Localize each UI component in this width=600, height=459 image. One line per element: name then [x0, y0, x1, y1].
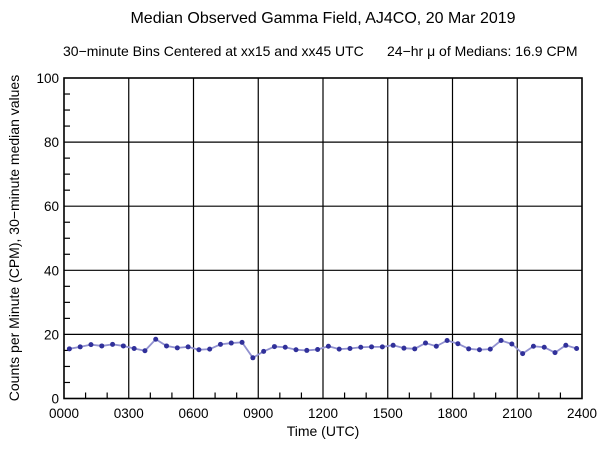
- x-tick-label: 0900: [243, 406, 273, 421]
- data-point: [369, 344, 375, 350]
- data-point: [282, 344, 288, 350]
- data-point: [196, 347, 202, 353]
- x-tick-label: 0300: [114, 406, 144, 421]
- data-point: [423, 340, 429, 346]
- data-point: [530, 343, 536, 349]
- data-point: [487, 346, 493, 352]
- data-point: [99, 343, 105, 349]
- y-tick-label: 80: [44, 135, 59, 150]
- x-tick-label: 1500: [373, 406, 403, 421]
- data-point: [455, 341, 461, 347]
- data-point: [142, 348, 148, 354]
- data-point: [120, 343, 126, 349]
- data-point: [153, 336, 159, 342]
- data-point: [315, 346, 321, 352]
- data-point: [563, 342, 569, 348]
- data-point: [541, 344, 547, 350]
- y-tick-label: 20: [44, 327, 59, 342]
- data-point: [185, 344, 191, 350]
- data-point: [498, 337, 504, 343]
- data-point: [217, 341, 223, 347]
- chart-subtitle-mean: 24−hr μ of Medians: 16.9 CPM: [387, 43, 578, 59]
- y-tick-label: 100: [36, 71, 59, 86]
- x-tick-label: 2400: [567, 406, 597, 421]
- data-point: [509, 341, 515, 347]
- y-tick-label: 0: [51, 392, 59, 407]
- data-point: [131, 346, 137, 352]
- data-point: [304, 347, 310, 353]
- data-point: [164, 343, 170, 349]
- data-point: [336, 346, 342, 352]
- data-point: [379, 344, 385, 350]
- data-point: [66, 346, 72, 352]
- x-tick-label: 1800: [437, 406, 467, 421]
- data-point: [271, 344, 277, 350]
- data-point: [412, 346, 418, 352]
- data-point: [77, 344, 83, 350]
- chart-subtitle-bins: 30−minute Bins Centered at xx15 and xx45…: [63, 43, 364, 59]
- x-tick-label: 1200: [308, 406, 338, 421]
- y-tick-label: 40: [44, 263, 59, 278]
- data-point: [228, 340, 234, 346]
- data-point: [88, 342, 94, 348]
- y-tick-label: 60: [44, 199, 59, 214]
- x-tick-label: 0600: [178, 406, 208, 421]
- data-point: [433, 343, 439, 349]
- data-point: [261, 348, 267, 354]
- data-point: [444, 337, 450, 343]
- data-point: [520, 351, 526, 357]
- plot-frame: [63, 77, 583, 400]
- data-point: [293, 347, 299, 353]
- data-point: [390, 342, 396, 348]
- x-axis-title: Time (UTC): [286, 423, 360, 439]
- data-point: [250, 355, 256, 361]
- data-point: [358, 344, 364, 350]
- data-point: [110, 341, 116, 347]
- data-point: [174, 345, 180, 351]
- x-tick-label: 0000: [49, 406, 79, 421]
- data-point: [476, 347, 482, 353]
- data-point: [466, 346, 472, 352]
- data-point: [401, 345, 407, 351]
- chart-title: Median Observed Gamma Field, AJ4CO, 20 M…: [130, 10, 516, 27]
- data-point: [347, 346, 353, 352]
- x-tick-label: 2100: [502, 406, 532, 421]
- data-point: [239, 339, 245, 345]
- data-point: [574, 346, 580, 352]
- data-point: [325, 343, 331, 349]
- data-point: [207, 346, 213, 352]
- data-point: [552, 350, 558, 356]
